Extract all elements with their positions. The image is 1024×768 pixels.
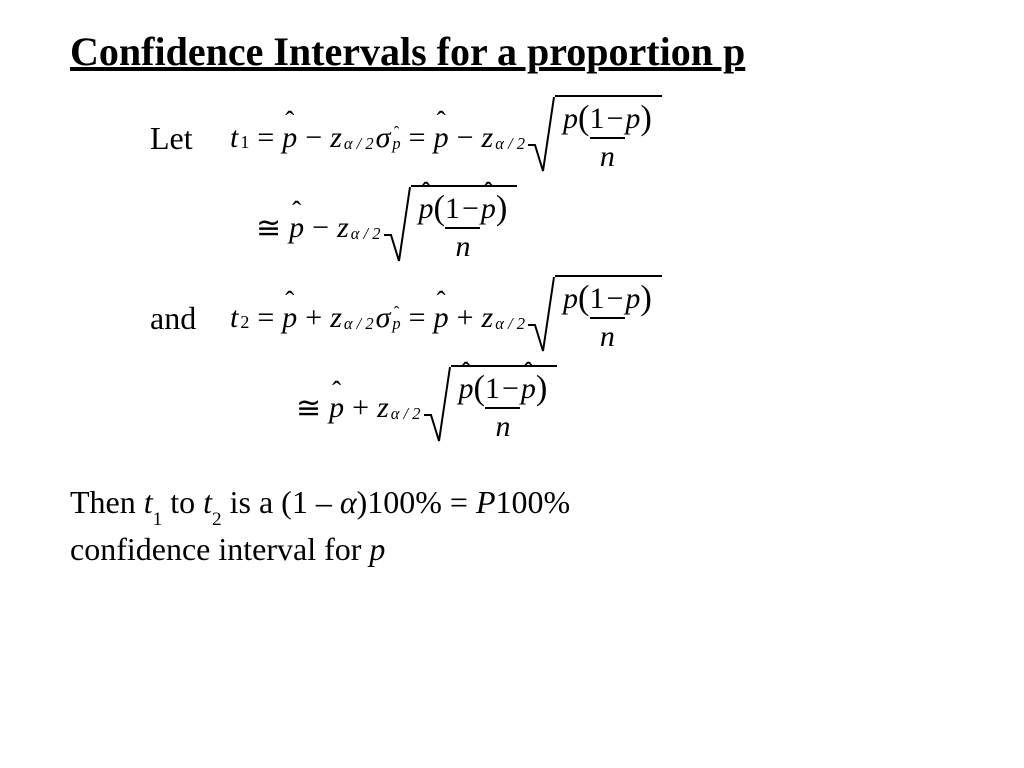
op-eq: = bbox=[251, 121, 280, 155]
sym-t2: t bbox=[230, 301, 238, 335]
sym-P: P bbox=[476, 484, 496, 520]
sym-p: p bbox=[369, 531, 385, 567]
sym-z: z bbox=[337, 211, 349, 245]
equation-t2-line1: and t2 = p + zα / 2 σp = p + zα / 2 bbox=[150, 273, 954, 363]
sym-p: p bbox=[625, 102, 640, 135]
op-approx: ≅ bbox=[250, 211, 287, 246]
sym-sigma: σ bbox=[376, 121, 391, 155]
sym-n: n bbox=[600, 320, 615, 353]
sym-phat: p bbox=[521, 373, 536, 405]
op-plus: + bbox=[346, 391, 375, 425]
op-eq: = bbox=[403, 121, 432, 155]
op-minus: − bbox=[451, 121, 480, 155]
sym-z: z bbox=[482, 301, 494, 335]
text: Then bbox=[70, 484, 144, 520]
sym-p: p bbox=[625, 282, 640, 315]
text: to bbox=[162, 484, 203, 520]
sym-phat: p bbox=[459, 373, 474, 405]
sym-n: n bbox=[455, 230, 470, 263]
op-minus: − bbox=[604, 282, 625, 315]
sym-alpha-half: α / 2 bbox=[344, 134, 374, 154]
sym-alpha-half: α / 2 bbox=[344, 314, 374, 334]
sym-alpha-half: α / 2 bbox=[391, 404, 421, 424]
text: )100% = bbox=[357, 484, 476, 520]
sym-alpha-half: α / 2 bbox=[351, 224, 381, 244]
sym-phat: p bbox=[434, 301, 449, 335]
sym-one: 1 bbox=[589, 102, 604, 135]
sym-one: 1 bbox=[485, 372, 500, 405]
op-minus: − bbox=[460, 192, 481, 225]
slide-title: Confidence Intervals for a proportion p bbox=[70, 28, 954, 75]
text: is a (1 – bbox=[222, 484, 340, 520]
sym-z: z bbox=[330, 301, 342, 335]
op-minus: − bbox=[604, 102, 625, 135]
sym-phat: p bbox=[282, 301, 297, 335]
sym-t2-sub: 2 bbox=[240, 312, 249, 333]
op-minus: − bbox=[306, 211, 335, 245]
sym-sigma-sub: p bbox=[392, 314, 400, 334]
sym-phat: p bbox=[419, 193, 434, 225]
equation-t1-line1: Let t1 = p − zα / 2 σp = p − zα / 2 bbox=[150, 93, 954, 183]
sym-p: p bbox=[563, 282, 578, 315]
sqrt-phat1mphat-over-n: p(1−p) n bbox=[423, 365, 558, 451]
sym-z: z bbox=[482, 121, 494, 155]
equations-block: Let t1 = p − zα / 2 σp = p − zα / 2 bbox=[150, 93, 954, 453]
op-plus: + bbox=[451, 301, 480, 335]
sym-p: p bbox=[563, 102, 578, 135]
op-eq: = bbox=[251, 301, 280, 335]
text: 100% bbox=[496, 484, 571, 520]
sym-phat: p bbox=[282, 121, 297, 155]
sym-n: n bbox=[600, 140, 615, 173]
sym-sigma-sub: p bbox=[392, 134, 400, 154]
sym-phat: p bbox=[434, 121, 449, 155]
op-approx: ≅ bbox=[290, 391, 327, 426]
sym-t1-sub: 1 bbox=[240, 132, 249, 153]
equation-t1-line2: ≅ p − zα / 2 p(1−p) n bbox=[250, 183, 954, 273]
op-minus: − bbox=[500, 372, 521, 405]
sym-t1-sub: 1 bbox=[153, 509, 163, 530]
label-and: and bbox=[150, 300, 230, 337]
sym-phat: p bbox=[481, 193, 496, 225]
sym-t1: t bbox=[144, 484, 153, 520]
sym-alpha-half: α / 2 bbox=[495, 134, 525, 154]
label-let: Let bbox=[150, 120, 230, 157]
sym-alpha-half: α / 2 bbox=[495, 314, 525, 334]
sym-one: 1 bbox=[589, 282, 604, 315]
radical-icon bbox=[527, 95, 555, 181]
sym-phat: p bbox=[289, 211, 304, 245]
op-eq: = bbox=[403, 301, 432, 335]
sym-one: 1 bbox=[445, 192, 460, 225]
text: confidence interval for bbox=[70, 531, 369, 567]
equation-t2-line2: ≅ p + zα / 2 p(1−p) n bbox=[290, 363, 954, 453]
sym-z: z bbox=[330, 121, 342, 155]
radical-icon bbox=[527, 275, 555, 361]
sym-phat: p bbox=[329, 391, 344, 425]
sym-z: z bbox=[377, 391, 389, 425]
radical-icon bbox=[423, 365, 451, 451]
sym-t1: t bbox=[230, 121, 238, 155]
slide: Confidence Intervals for a proportion p … bbox=[0, 0, 1024, 768]
sym-n: n bbox=[495, 410, 510, 443]
sym-t2-sub: 2 bbox=[212, 509, 222, 530]
radical-icon bbox=[383, 185, 411, 271]
sym-t2: t bbox=[203, 484, 212, 520]
sqrt-p1mp-over-n: p(1−p) n bbox=[527, 275, 662, 361]
sym-sigma: σ bbox=[376, 301, 391, 335]
sqrt-p1mp-over-n: p(1−p) n bbox=[527, 95, 662, 181]
op-plus: + bbox=[299, 301, 328, 335]
sqrt-phat1mphat-over-n: p(1−p) n bbox=[383, 185, 518, 271]
conclusion-text: Then t1 to t2 is a (1 – α)100% = P100% c… bbox=[70, 481, 954, 572]
op-minus: − bbox=[299, 121, 328, 155]
sym-alpha: α bbox=[340, 484, 357, 520]
